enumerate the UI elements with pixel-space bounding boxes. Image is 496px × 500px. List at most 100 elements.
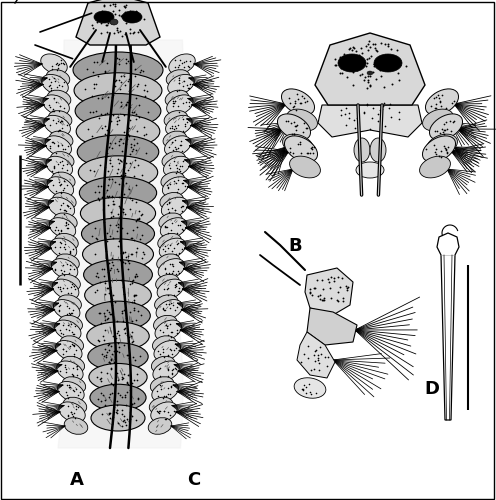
Ellipse shape (423, 109, 453, 131)
Point (121, 290, 128, 298)
Point (55, 228, 63, 236)
Point (106, 18, 114, 25)
Point (52, 266, 60, 274)
Point (144, 108, 152, 116)
Point (343, 284, 351, 292)
Point (101, 277, 109, 285)
Point (73, 362, 81, 370)
Point (69, 364, 77, 372)
Point (117, 85, 124, 93)
Point (117, 158, 124, 166)
Point (62, 388, 70, 396)
Point (109, 91, 117, 99)
Point (293, 90, 301, 98)
Point (366, 80, 374, 88)
Point (299, 386, 307, 394)
Point (50, 74, 58, 82)
Point (138, 231, 146, 239)
Point (126, 415, 134, 423)
Point (177, 162, 185, 170)
Point (64, 202, 72, 210)
Ellipse shape (86, 301, 150, 330)
Point (66, 408, 74, 416)
Point (110, 30, 118, 38)
Point (346, 66, 354, 74)
Point (63, 381, 71, 389)
Point (186, 80, 193, 88)
Point (63, 394, 71, 402)
Point (54, 283, 62, 291)
Point (292, 122, 300, 130)
Point (88, 132, 96, 140)
Polygon shape (305, 268, 353, 315)
Point (338, 69, 346, 77)
Point (131, 198, 139, 206)
Point (73, 371, 81, 379)
Point (103, 152, 111, 160)
Point (289, 149, 297, 157)
Point (333, 296, 341, 304)
Point (95, 337, 103, 345)
Point (365, 54, 373, 62)
Point (434, 152, 442, 160)
Point (107, 310, 115, 318)
Point (117, 249, 125, 257)
Point (159, 394, 167, 402)
Point (54, 160, 62, 168)
Point (122, 401, 130, 409)
Point (52, 60, 60, 68)
Point (431, 148, 439, 156)
Point (171, 364, 179, 372)
Point (314, 292, 322, 300)
Point (130, 140, 138, 148)
Point (124, 57, 131, 65)
Point (115, 348, 123, 356)
Point (163, 200, 171, 207)
Point (171, 98, 179, 106)
Point (440, 130, 448, 138)
Point (157, 385, 165, 393)
Point (57, 118, 65, 126)
Ellipse shape (89, 364, 147, 390)
Polygon shape (76, 0, 160, 45)
Ellipse shape (59, 316, 82, 332)
Point (86, 108, 94, 116)
Point (365, 72, 372, 80)
Point (69, 386, 77, 394)
Point (53, 98, 61, 106)
Point (348, 46, 356, 54)
Point (97, 396, 105, 404)
Point (68, 370, 76, 378)
Point (93, 236, 101, 244)
Ellipse shape (155, 320, 182, 340)
Point (60, 270, 67, 278)
Point (437, 147, 445, 155)
Point (168, 138, 176, 145)
Point (69, 372, 77, 380)
Point (162, 269, 170, 277)
Point (108, 192, 116, 200)
Point (55, 226, 62, 234)
Point (131, 273, 139, 281)
Point (291, 96, 299, 104)
Point (155, 409, 163, 417)
Point (175, 80, 183, 88)
Point (69, 330, 77, 338)
Point (133, 376, 141, 384)
Point (355, 60, 363, 68)
Point (90, 58, 98, 66)
Point (170, 157, 178, 165)
Point (301, 381, 309, 389)
Point (172, 56, 180, 64)
Ellipse shape (57, 361, 83, 381)
Point (57, 180, 65, 188)
Ellipse shape (156, 300, 183, 320)
Point (108, 389, 116, 397)
Point (89, 108, 97, 116)
Point (110, 347, 118, 355)
Point (114, 210, 122, 218)
Point (105, 258, 113, 266)
Point (334, 288, 342, 296)
Point (105, 340, 113, 348)
Point (116, 390, 124, 398)
